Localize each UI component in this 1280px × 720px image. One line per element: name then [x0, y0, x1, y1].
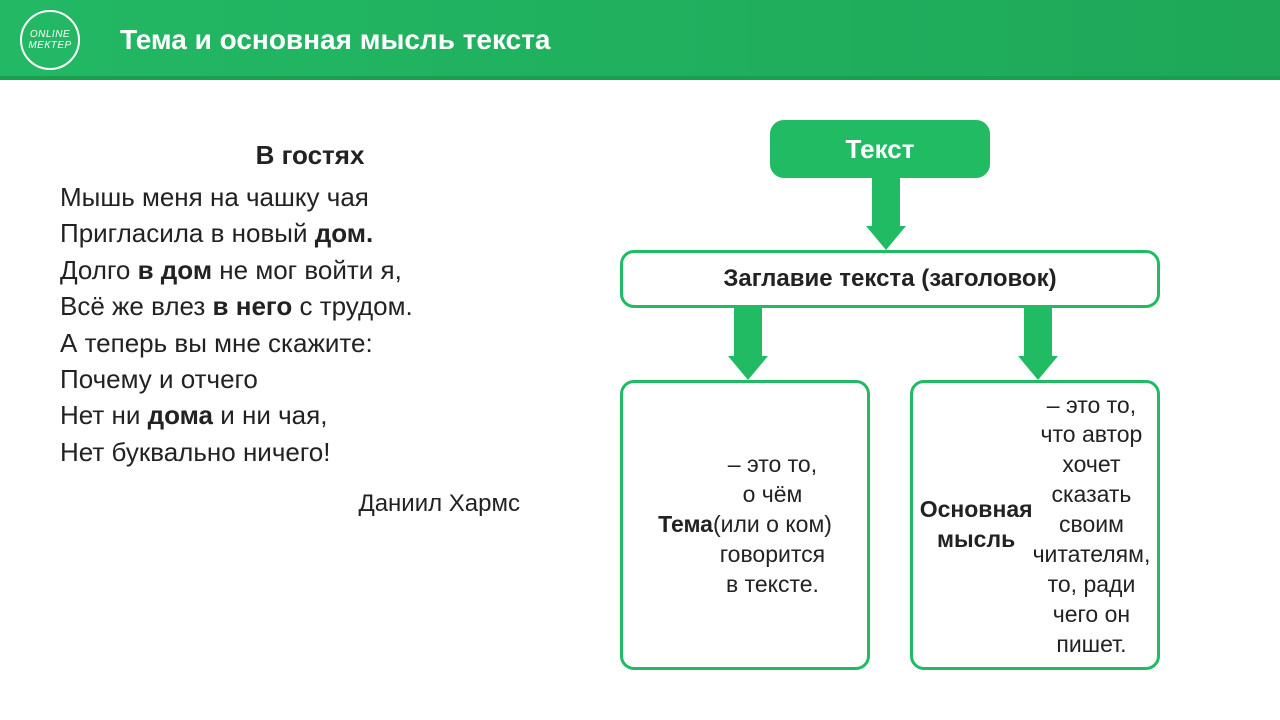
diagram-panel: Текст Заглавие текста (заголовок) Тема –… — [600, 120, 1240, 700]
logo-line1: ONLINE — [30, 29, 70, 40]
logo-line2: МЕКТЕР — [28, 40, 71, 51]
arrow-stem — [872, 178, 900, 226]
arrow-mid-to-right — [1018, 308, 1058, 380]
poem-title: В гостях — [60, 140, 560, 171]
arrow-head-icon — [866, 226, 906, 250]
poem-panel: В гостях Мышь меня на чашку чаяПригласил… — [60, 120, 560, 700]
arrow-stem — [734, 308, 762, 356]
diagram-leaf-tema: Тема – это то,о чём(или о ком)говоритсяв… — [620, 380, 870, 670]
diagram-leaf-main-idea: Основная мысль – это то, что автор хочет… — [910, 380, 1160, 670]
arrow-root-to-mid — [866, 178, 906, 250]
header-bar: ONLINE МЕКТЕР Тема и основная мысль текс… — [0, 0, 1280, 80]
poem-author: Даниил Хармс — [60, 490, 560, 518]
diagram-root-node: Текст — [770, 120, 990, 178]
page-title: Тема и основная мысль текста — [120, 24, 551, 56]
arrow-mid-to-left — [728, 308, 768, 380]
poem-body: Мышь меня на чашку чаяПригласила в новый… — [60, 179, 560, 470]
header-divider — [0, 76, 1280, 80]
arrow-head-icon — [728, 356, 768, 380]
arrow-head-icon — [1018, 356, 1058, 380]
diagram-mid-node: Заглавие текста (заголовок) — [620, 250, 1160, 308]
content-area: В гостях Мышь меня на чашку чаяПригласил… — [0, 80, 1280, 720]
logo-badge: ONLINE МЕКТЕР — [20, 10, 80, 70]
arrow-stem — [1024, 308, 1052, 356]
